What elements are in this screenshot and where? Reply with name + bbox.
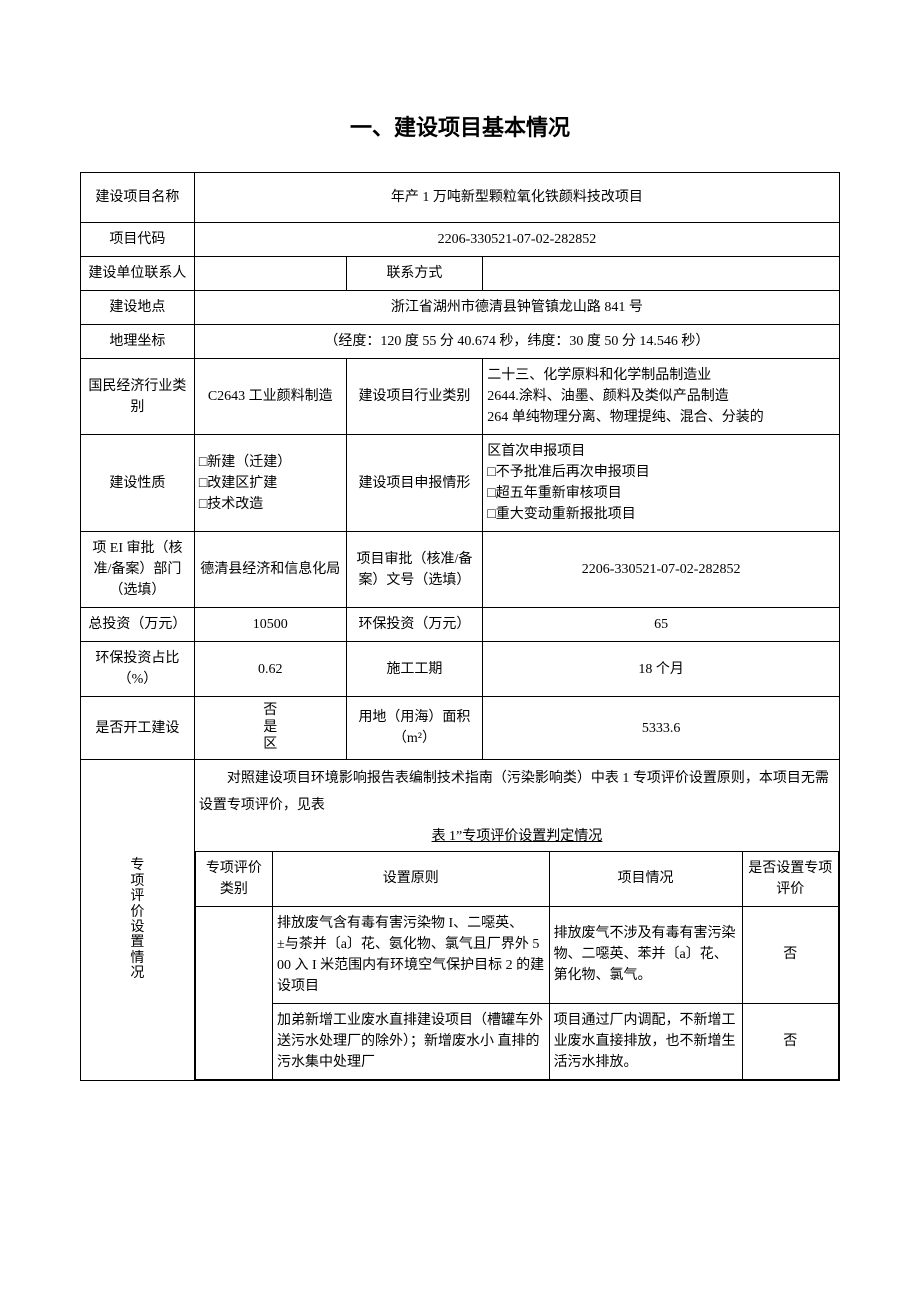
table-row: 总投资（万元） 10500 环保投资（万元） 65 [81,608,840,642]
value-contact-method [483,257,840,291]
label-project-code: 项目代码 [81,223,195,257]
value-location: 浙江省湖州市德清县钟管镇龙山路 841 号 [194,291,839,325]
value-project-name: 年产 1 万吨新型颗粒氧化铁颜料技改项目 [194,173,839,223]
table-row: 建设项目名称 年产 1 万吨新型颗粒氧化铁颜料技改项目 [81,173,840,223]
label-approval-no: 项目审批（核准/备案）文号（选填） [346,532,483,608]
inner-row: 加弟新增工业废水直排建设项目（槽罐车外送污水处理厂的除外）；新增废水小 直排的污… [195,1003,838,1079]
value-env-ratio: 0.62 [194,642,346,697]
table-row: 环保投资占比（%） 0.62 施工工期 18 个月 [81,642,840,697]
special-eval-intro: 对照建设项目环境影响报告表编制技术指南（污染影响类）中表 1 专项评价设置原则，… [199,766,835,819]
value-env-invest: 65 [483,608,840,642]
inner-principle-0: 排放废气含有毒有害污染物 I、二噁英、±与茶并〔a〕花、氨化物、氯气且厂界外 5… [273,906,550,1003]
inner-set-0: 否 [742,906,839,1003]
value-approval-no: 2206-330521-07-02-282852 [483,532,840,608]
value-contact-person [194,257,346,291]
value-report-form: 区首次申报项目 □不予批准后再次申报项目 □超五年重新审核项目 □重大变动重新报… [483,435,840,532]
label-total-invest: 总投资（万元） [81,608,195,642]
label-contact-person: 建设单位联系人 [81,257,195,291]
value-land-area: 5333.6 [483,697,840,760]
inner-h-set: 是否设置专项评价 [742,851,839,906]
value-construct-period: 18 个月 [483,642,840,697]
table-row: 国民经济行业类别 C2643 工业颜料制造 建设项目行业类别 二十三、化学原料和… [81,359,840,435]
table-row: 地理坐标 （经度：120 度 55 分 40.674 秒，纬度：30 度 50 … [81,325,840,359]
table-row: 建设单位联系人 联系方式 [81,257,840,291]
value-started: 否 是 区 [194,697,346,760]
table-row: 建设性质 □新建（迁建） □改建区扩建 □技术改造 建设项目申报情形 区首次申报… [81,435,840,532]
label-location: 建设地点 [81,291,195,325]
label-coords: 地理坐标 [81,325,195,359]
value-project-code: 2206-330521-07-02-282852 [194,223,839,257]
label-industry-class: 国民经济行业类别 [81,359,195,435]
value-approval-dept: 德清县经济和信息化局 [194,532,346,608]
table-row: 是否开工建设 否 是 区 用地（用海）面积（m²） 5333.6 [81,697,840,760]
inner-set-1: 否 [742,1003,839,1079]
table-row-special-eval: 专项评价设置情况 对照建设项目环境影响报告表编制技术指南（污染影响类）中表 1 … [81,760,840,1080]
table-row: 建设地点 浙江省湖州市德清县钟管镇龙山路 841 号 [81,291,840,325]
inner-row: 排放废气含有毒有害污染物 I、二噁英、±与茶并〔a〕花、氨化物、氯气且厂界外 5… [195,906,838,1003]
label-construct-period: 施工工期 [346,642,483,697]
value-total-invest: 10500 [194,608,346,642]
label-env-invest: 环保投资（万元） [346,608,483,642]
inner-h-situation: 项目情况 [549,851,742,906]
value-build-nature: □新建（迁建） □改建区扩建 □技术改造 [194,435,346,532]
inner-header-row: 专项评价类别 设置原则 项目情况 是否设置专项评价 [195,851,838,906]
table-row: 项目代码 2206-330521-07-02-282852 [81,223,840,257]
inner-h-principle: 设置原则 [273,851,550,906]
label-contact-method: 联系方式 [346,257,483,291]
inner-situation-1: 项目通过厂内调配，不新增工业废水直接排放，也不新增生活污水排放。 [549,1003,742,1079]
inner-h-cat: 专项评价类别 [195,851,272,906]
inner-principle-1: 加弟新增工业废水直排建设项目（槽罐车外送污水处理厂的除外）；新增废水小 直排的污… [273,1003,550,1079]
inner-table: 专项评价类别 设置原则 项目情况 是否设置专项评价 排放废气含有毒有害污染物 I… [195,851,839,1080]
table-row: 项 EI 审批（核准/备案）部门（选填） 德清县经济和信息化局 项目审批（核准/… [81,532,840,608]
value-project-industry: 二十三、化学原料和化学制品制造业 2644.涂料、油墨、颜料及类似产品制造 26… [483,359,840,435]
label-project-industry: 建设项目行业类别 [346,359,483,435]
label-env-ratio: 环保投资占比（%） [81,642,195,697]
label-started: 是否开工建设 [81,697,195,760]
inner-cat-0 [195,906,272,1079]
label-report-form: 建设项目申报情形 [346,435,483,532]
page-title: 一、建设项目基本情况 [80,110,840,142]
label-special-eval: 专项评价设置情况 [81,760,195,1080]
value-industry-class: C2643 工业颜料制造 [194,359,346,435]
label-approval-dept: 项 EI 审批（核准/备案）部门（选填） [81,532,195,608]
special-eval-caption: 表 1”专项评价设置判定情况 [195,826,839,847]
value-coords: （经度：120 度 55 分 40.674 秒，纬度：30 度 50 分 14.… [194,325,839,359]
main-table: 建设项目名称 年产 1 万吨新型颗粒氧化铁颜料技改项目 项目代码 2206-33… [80,172,840,1081]
label-land-area: 用地（用海）面积（m²） [346,697,483,760]
label-build-nature: 建设性质 [81,435,195,532]
label-project-name: 建设项目名称 [81,173,195,223]
inner-situation-0: 排放废气不涉及有毒有害污染物、二噁英、苯并〔a〕花、第化物、氯气。 [549,906,742,1003]
